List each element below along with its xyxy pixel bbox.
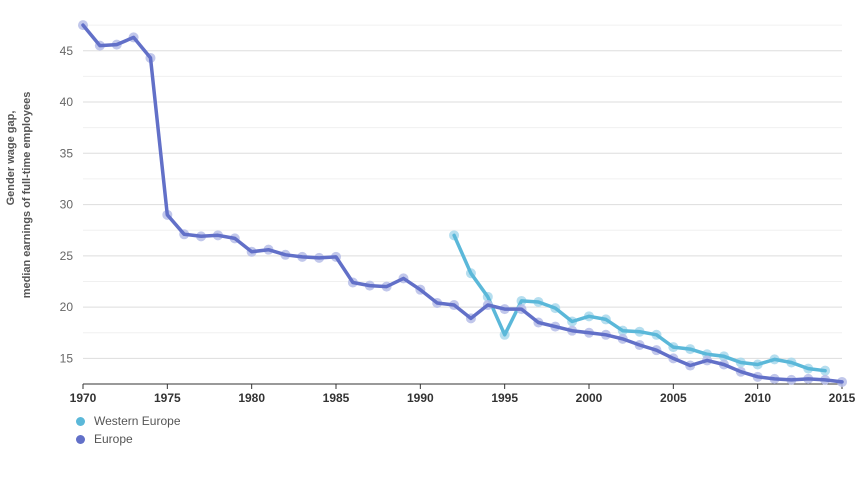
legend-item-europe[interactable]: Europe bbox=[76, 430, 181, 448]
y-tick-label: 35 bbox=[60, 146, 74, 160]
y-axis-label-line1: Gender wage gap, bbox=[5, 111, 17, 206]
x-tick-label: 1970 bbox=[70, 391, 97, 405]
legend-dot-western-europe bbox=[76, 416, 85, 426]
legend-label-europe: Europe bbox=[94, 432, 133, 446]
y-tick-label: 40 bbox=[60, 95, 74, 109]
x-tick-label: 2015 bbox=[829, 391, 856, 405]
y-axis-label-line2: median earnings of full-time employees bbox=[21, 92, 33, 299]
legend-label-western-europe: Western Europe bbox=[94, 414, 181, 428]
x-tick-label: 1985 bbox=[323, 391, 350, 405]
x-tick-label: 1995 bbox=[491, 391, 518, 405]
series-line bbox=[81, 23, 844, 384]
grid-lines bbox=[83, 24, 842, 359]
x-tick-label: 2005 bbox=[660, 391, 687, 405]
x-tick-label: 2000 bbox=[576, 391, 603, 405]
y-axis-ticks: 15 20 25 30 35 40 45 bbox=[60, 44, 74, 366]
legend-dot-europe bbox=[76, 434, 85, 444]
x-tick-label: 2010 bbox=[744, 391, 771, 405]
series-lines bbox=[78, 20, 847, 387]
legend-item-western-europe[interactable]: Western Europe bbox=[76, 412, 181, 430]
x-tick-label: 1990 bbox=[407, 391, 434, 405]
x-axis: 1970 1975 1980 1985 1990 1995 2000 2005 2010 2015 bbox=[70, 383, 856, 405]
x-tick-label: 1975 bbox=[154, 391, 181, 405]
series-line bbox=[452, 233, 827, 373]
y-tick-label: 45 bbox=[60, 44, 74, 58]
y-tick-label: 15 bbox=[60, 351, 74, 365]
y-tick-label: 20 bbox=[60, 300, 74, 314]
y-tick-label: 30 bbox=[60, 198, 74, 212]
legend: Western Europe Europe bbox=[76, 412, 181, 448]
y-tick-label: 25 bbox=[60, 249, 74, 263]
series-western-europe bbox=[449, 230, 831, 376]
x-tick-label: 1980 bbox=[238, 391, 265, 405]
series-europe bbox=[78, 20, 847, 387]
